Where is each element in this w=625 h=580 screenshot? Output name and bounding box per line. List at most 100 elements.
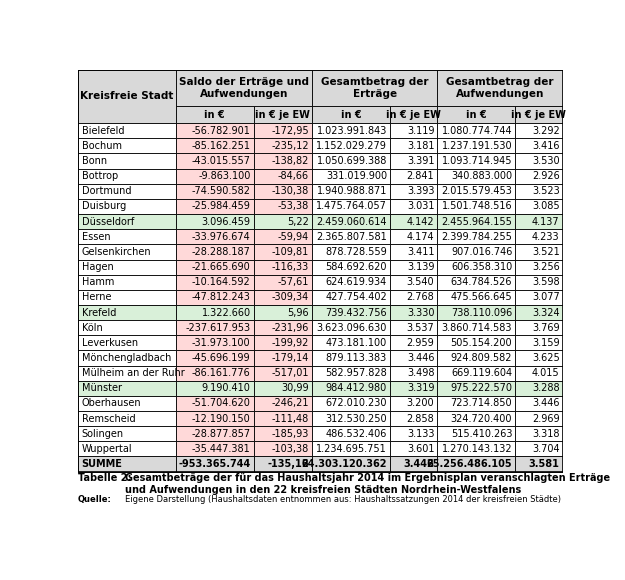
Bar <box>515 259 562 275</box>
Bar <box>515 214 562 229</box>
Text: in € je EW: in € je EW <box>386 110 441 119</box>
Text: 879.113.383: 879.113.383 <box>326 353 387 363</box>
Text: 723.714.850: 723.714.850 <box>451 398 512 408</box>
Text: 624.619.934: 624.619.934 <box>326 277 387 287</box>
Bar <box>312 350 390 365</box>
Bar <box>78 154 176 169</box>
Bar <box>438 259 515 275</box>
Text: -12.190.150: -12.190.150 <box>192 414 251 423</box>
Text: 2.858: 2.858 <box>407 414 434 423</box>
Bar <box>438 441 515 456</box>
Bar <box>78 70 562 472</box>
Text: 3.288: 3.288 <box>532 383 559 393</box>
Text: -103,38: -103,38 <box>272 444 309 454</box>
Text: 3.139: 3.139 <box>407 262 434 272</box>
Text: 3.256: 3.256 <box>532 262 559 272</box>
Text: 1.501.748.516: 1.501.748.516 <box>442 201 512 212</box>
Text: Bochum: Bochum <box>81 141 121 151</box>
Text: 331.019.900: 331.019.900 <box>326 171 387 181</box>
Text: -59,94: -59,94 <box>278 232 309 242</box>
Text: 2.926: 2.926 <box>532 171 559 181</box>
Bar <box>515 411 562 426</box>
Bar <box>438 290 515 305</box>
Text: 9.190.410: 9.190.410 <box>202 383 251 393</box>
Text: 427.754.402: 427.754.402 <box>325 292 387 302</box>
Text: 3.625: 3.625 <box>532 353 559 363</box>
Bar <box>515 290 562 305</box>
Text: Solingen: Solingen <box>81 429 124 438</box>
Text: Wuppertal: Wuppertal <box>81 444 132 454</box>
Bar <box>390 380 438 396</box>
Bar <box>254 411 312 426</box>
Text: 3.119: 3.119 <box>407 126 434 136</box>
Text: 324.720.400: 324.720.400 <box>451 414 512 423</box>
Bar <box>254 184 312 199</box>
Text: 2.455.964.155: 2.455.964.155 <box>441 217 512 227</box>
Bar <box>176 441 254 456</box>
Text: Münster: Münster <box>81 383 121 393</box>
Text: 3.416: 3.416 <box>532 141 559 151</box>
Bar <box>78 169 176 184</box>
Text: 582.957.828: 582.957.828 <box>325 368 387 378</box>
Bar <box>78 184 176 199</box>
Bar <box>515 123 562 139</box>
Bar <box>438 350 515 365</box>
Text: -35.447.381: -35.447.381 <box>192 444 251 454</box>
Text: 2.399.784.255: 2.399.784.255 <box>441 232 512 242</box>
Bar <box>312 305 390 320</box>
Bar <box>438 305 515 320</box>
Text: 3.601: 3.601 <box>407 444 434 454</box>
Bar <box>78 199 176 214</box>
Bar <box>78 259 176 275</box>
Bar <box>176 139 254 154</box>
Bar <box>254 365 312 380</box>
Text: 4.142: 4.142 <box>407 217 434 227</box>
Bar <box>390 199 438 214</box>
Bar <box>515 456 562 472</box>
Bar <box>254 123 312 139</box>
Bar <box>390 411 438 426</box>
Bar <box>312 396 390 411</box>
Text: 1.475.764.057: 1.475.764.057 <box>316 201 387 212</box>
Bar <box>390 441 438 456</box>
Bar <box>78 456 176 472</box>
Bar <box>515 275 562 290</box>
Bar <box>515 229 562 244</box>
Bar <box>78 214 176 229</box>
Bar <box>312 139 390 154</box>
Text: 3.537: 3.537 <box>407 322 434 333</box>
Bar <box>312 229 390 244</box>
Bar <box>438 426 515 441</box>
Text: 4.233: 4.233 <box>532 232 559 242</box>
Text: 486.532.406: 486.532.406 <box>326 429 387 438</box>
Bar <box>254 350 312 365</box>
Text: 1.152.029.279: 1.152.029.279 <box>316 141 387 151</box>
Text: -231,96: -231,96 <box>272 322 309 333</box>
Bar <box>78 396 176 411</box>
Bar <box>312 365 390 380</box>
Text: 505.154.200: 505.154.200 <box>451 338 512 348</box>
Bar <box>176 380 254 396</box>
Text: 3.860.714.583: 3.860.714.583 <box>442 322 512 333</box>
Bar <box>312 169 390 184</box>
Bar <box>254 259 312 275</box>
Text: 3.521: 3.521 <box>532 247 559 257</box>
Bar <box>515 320 562 335</box>
Bar <box>515 169 562 184</box>
Bar <box>176 259 254 275</box>
Bar <box>438 275 515 290</box>
Bar <box>312 184 390 199</box>
Text: in € je EW: in € je EW <box>255 110 310 119</box>
Text: 2.959: 2.959 <box>407 338 434 348</box>
Text: 2.459.060.614: 2.459.060.614 <box>316 217 387 227</box>
Bar <box>176 456 254 472</box>
Bar <box>515 199 562 214</box>
Text: Düsseldorf: Düsseldorf <box>81 217 134 227</box>
Bar <box>438 365 515 380</box>
Text: 584.692.620: 584.692.620 <box>326 262 387 272</box>
Text: 672.010.230: 672.010.230 <box>326 398 387 408</box>
Text: 473.181.100: 473.181.100 <box>326 338 387 348</box>
Text: Saldo der Erträge und
Aufwendungen: Saldo der Erträge und Aufwendungen <box>179 77 309 99</box>
Text: Tabelle 2:: Tabelle 2: <box>78 473 132 483</box>
Text: 312.530.250: 312.530.250 <box>326 414 387 423</box>
